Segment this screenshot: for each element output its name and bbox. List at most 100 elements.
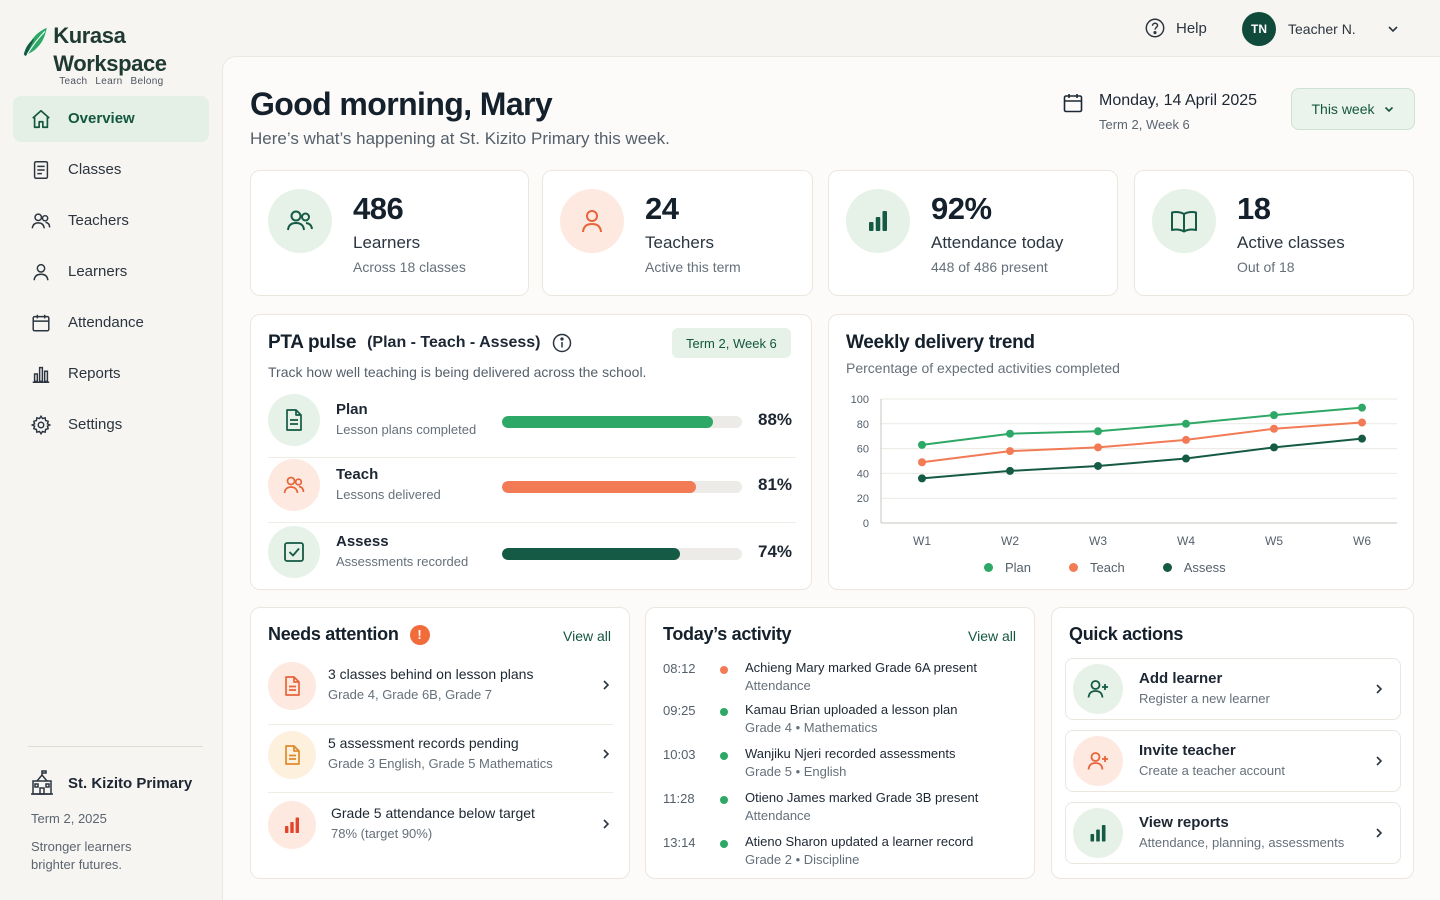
data-point-assess xyxy=(1094,461,1102,470)
tagline-teach: Teach xyxy=(59,76,88,87)
sidebar-item-reports[interactable]: Reports xyxy=(13,351,209,397)
current-date: Monday, 14 April 2025 xyxy=(1099,92,1258,109)
y-tick-label: 40 xyxy=(857,468,869,480)
sidebar-item-classes[interactable]: Classes xyxy=(13,147,209,193)
term-week-badge: Term 2, Week 6 xyxy=(672,328,791,358)
stat-value: 18 xyxy=(1237,191,1271,226)
data-point-assess xyxy=(1358,434,1366,443)
pta-row-assess: Assess Assessments recorded 74% xyxy=(268,526,796,582)
progress-fill xyxy=(502,481,697,493)
sidebar-item-overview[interactable]: Overview xyxy=(13,96,209,142)
sidebar-item-label: Overview xyxy=(68,110,135,127)
top-bar: Help TN Teacher N. xyxy=(222,0,1440,56)
stat-card-attendance[interactable]: 92% Attendance today 448 of 486 present xyxy=(828,170,1118,296)
attention-view-all-link[interactable]: View all xyxy=(563,628,611,644)
brand[interactable]: Kurasa Workspace Teach Learn Belong xyxy=(22,22,222,87)
stat-card-learners[interactable]: 486 Learners Across 18 classes xyxy=(250,170,529,296)
date-display: Monday, 14 April 2025 Term 2, Week 6 xyxy=(1061,89,1257,132)
progress-bar xyxy=(502,481,742,493)
sidebar-item-attendance[interactable]: Attendance xyxy=(13,300,209,346)
activity-text: Otieno James marked Grade 3B present xyxy=(745,790,979,805)
activity-time: 10:03 xyxy=(663,747,696,762)
school-name: St. Kizito Primary xyxy=(68,774,193,792)
stat-value: 92% xyxy=(931,191,992,226)
view-reports-button[interactable]: View reports Attendance, planning, asses… xyxy=(1065,802,1401,864)
sidebar-item-label: Settings xyxy=(68,416,123,433)
weekly-trend-card: Weekly delivery trend Percentage of expe… xyxy=(828,314,1414,590)
chevron-down-icon xyxy=(1388,26,1398,33)
attention-item[interactable]: 3 classes behind on lesson plans Grade 4… xyxy=(268,658,613,718)
pta-row-name: Teach xyxy=(336,466,379,483)
invite-teacher-button[interactable]: Invite teacher Create a teacher account xyxy=(1065,730,1401,792)
activity-item[interactable]: 11:28 Otieno James marked Grade 3B presen… xyxy=(663,790,1019,830)
pta-pulse-card: PTA pulse (Plan - Teach - Assess) Term 2… xyxy=(250,314,812,590)
sidebar-item-label: Teachers xyxy=(68,212,129,229)
stat-label: Learners xyxy=(353,233,421,252)
help-button[interactable]: Help xyxy=(1144,17,1207,39)
data-point-teach xyxy=(1094,443,1102,452)
stat-label: Teachers xyxy=(645,233,714,252)
attention-item[interactable]: 5 assessment records pending Grade 3 Eng… xyxy=(268,727,613,787)
data-point-plan xyxy=(1358,403,1366,412)
activity-item[interactable]: 09:25 Kamau Brian uploaded a lesson plan G… xyxy=(663,702,1019,742)
activity-item[interactable]: 13:14 Atieno Sharon updated a learner rec… xyxy=(663,834,1019,874)
pta-title: PTA pulse xyxy=(268,332,357,353)
current-term-week: Term 2, Week 6 xyxy=(1099,117,1190,132)
x-tick-label: W5 xyxy=(1265,534,1283,548)
chart-legend: Plan Teach Assess xyxy=(984,560,1264,575)
stat-subtext: Across 18 classes xyxy=(353,259,466,275)
activity-dot xyxy=(720,752,728,760)
stat-subtext: 448 of 486 present xyxy=(931,259,1048,275)
activity-dot xyxy=(720,708,728,716)
stat-value: 486 xyxy=(353,191,404,226)
todays-activity-card: Today’s activity View all 08:12 Achieng M… xyxy=(645,607,1035,879)
legend-dot xyxy=(984,563,993,572)
activity-dot xyxy=(720,840,728,848)
user-menu[interactable]: TN Teacher N. xyxy=(1242,12,1400,46)
activity-text: Atieno Sharon updated a learner record xyxy=(745,834,974,849)
avatar: TN xyxy=(1242,12,1276,46)
date-range-label: This week xyxy=(1311,101,1375,117)
pta-row-percent: 81% xyxy=(758,475,793,494)
add-learner-button[interactable]: Add learner Register a new learner xyxy=(1065,658,1401,720)
sidebar-item-label: Learners xyxy=(68,263,128,280)
divider xyxy=(268,792,613,793)
tagline-belong: Belong xyxy=(130,76,164,87)
stat-subtext: Out of 18 xyxy=(1237,259,1295,275)
legend-label: Assess xyxy=(1183,560,1226,575)
legend-item-plan: Plan xyxy=(984,560,1031,575)
checkbox-icon xyxy=(268,526,320,578)
legend-label: Plan xyxy=(1005,560,1032,575)
pta-row-name: Plan xyxy=(336,401,368,418)
stat-card-classes[interactable]: 18 Active classes Out of 18 xyxy=(1134,170,1414,296)
chevron-down-icon xyxy=(1384,106,1393,113)
activity-dot xyxy=(720,666,728,674)
chevron-right-icon xyxy=(1376,684,1383,694)
attention-item-title: Grade 5 attendance below target xyxy=(331,805,535,821)
quick-action-sub: Attendance, planning, assessments xyxy=(1139,835,1345,850)
sidebar-item-learners[interactable]: Learners xyxy=(13,249,209,295)
needs-attention-card: Needs attention ! View all 3 classes beh… xyxy=(250,607,630,879)
attention-item-title: 5 assessment records pending xyxy=(328,735,519,751)
stat-card-teachers[interactable]: 24 Teachers Active this term xyxy=(542,170,813,296)
activity-view-all-link[interactable]: View all xyxy=(968,628,1016,644)
data-point-assess xyxy=(918,474,926,483)
activity-text: Achieng Mary marked Grade 6A present xyxy=(745,660,977,675)
sidebar-item-teachers[interactable]: Teachers xyxy=(13,198,209,244)
series-line-teach xyxy=(921,421,1363,464)
trend-line-chart: 0 20 40 60 80 100 W1 W2 W3 W4 W5 W6 xyxy=(851,394,1397,548)
data-point-teach xyxy=(1182,435,1190,444)
help-icon xyxy=(1145,18,1165,38)
quick-actions-title: Quick actions xyxy=(1069,624,1184,644)
date-range-dropdown[interactable]: This week xyxy=(1291,88,1415,130)
activity-item[interactable]: 10:03 Wanjiku Njeri recorded assessments G… xyxy=(663,746,1019,786)
chevron-right-icon xyxy=(603,749,610,759)
activity-item[interactable]: 08:12 Achieng Mary marked Grade 6A presen… xyxy=(663,660,1019,700)
data-point-assess xyxy=(1270,443,1278,452)
sidebar-item-settings[interactable]: Settings xyxy=(13,402,209,448)
attention-item-sub: Grade 3 English, Grade 5 Mathematics xyxy=(328,756,553,771)
attention-title: Needs attention xyxy=(268,624,399,644)
attention-item[interactable]: Grade 5 attendance below target 78% (tar… xyxy=(268,797,613,857)
info-icon[interactable] xyxy=(552,333,572,353)
bar-chart-icon xyxy=(268,801,316,849)
